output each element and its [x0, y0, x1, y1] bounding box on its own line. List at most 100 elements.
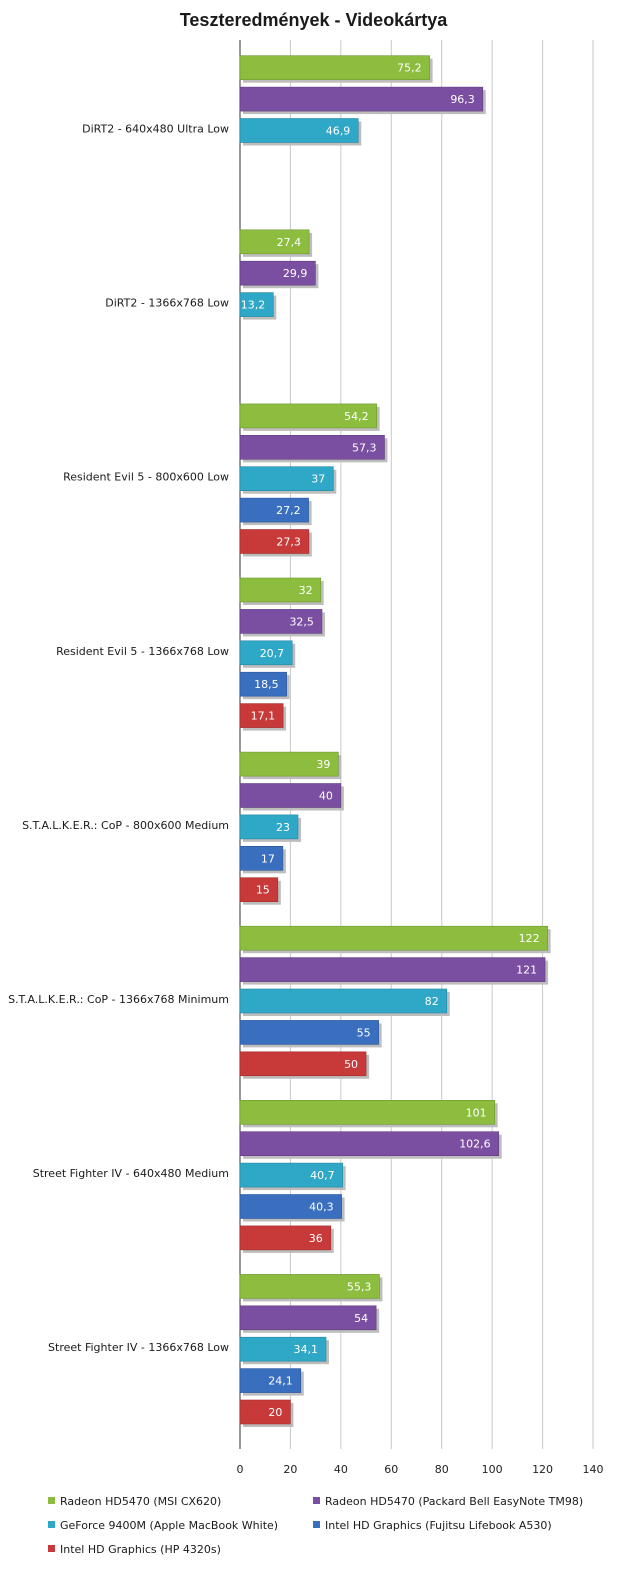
legend-item-s2: GeForce 9400M (Apple MacBook White) — [48, 1519, 278, 1532]
bar-value-label: 18,5 — [254, 678, 279, 691]
bar-value-label: 34,1 — [293, 1343, 318, 1356]
legend-label: Radeon HD5470 (Packard Bell EasyNote TM9… — [325, 1495, 584, 1508]
bar — [239, 877, 279, 903]
bar-value-label: 122 — [519, 932, 540, 945]
legend-label: Radeon HD5470 (MSI CX620) — [60, 1495, 222, 1508]
bar-value-label: 54 — [354, 1312, 368, 1325]
bar-value-label: 82 — [425, 995, 439, 1008]
bar-value-label: 121 — [516, 964, 537, 977]
category-label: DiRT2 - 640x480 Ultra Low — [82, 123, 229, 136]
bar — [239, 118, 359, 143]
bar — [239, 1162, 343, 1188]
legend-swatch — [48, 1545, 55, 1552]
bar-value-label: 13,2 — [241, 299, 266, 312]
bar — [239, 1020, 379, 1045]
legend-label: GeForce 9400M (Apple MacBook White) — [60, 1519, 279, 1532]
bar — [239, 1131, 499, 1156]
bar — [239, 497, 309, 523]
x-tick-label: 60 — [384, 1463, 398, 1476]
bar-value-label: 40 — [319, 790, 333, 803]
legend-item-s0: Radeon HD5470 (MSI CX620) — [48, 1495, 221, 1508]
bar-value-label: 57,3 — [352, 441, 377, 454]
bar-value-label: 54,2 — [344, 410, 369, 423]
bar-value-label: 36 — [309, 1232, 323, 1245]
bar-value-label: 40,3 — [309, 1201, 334, 1214]
bar — [239, 925, 548, 951]
category-label: S.T.A.L.K.E.R.: CoP - 1366x768 Minimum — [8, 993, 229, 1006]
bar-value-label: 39 — [316, 758, 330, 771]
bar-value-label: 27,3 — [276, 536, 301, 549]
legend-swatch — [313, 1497, 320, 1504]
bar — [239, 1305, 377, 1331]
x-tick-label: 80 — [435, 1463, 449, 1476]
bar-value-label: 55 — [357, 1026, 371, 1039]
x-tick-label: 40 — [334, 1463, 348, 1476]
bar — [239, 1225, 332, 1251]
category-label: Street Fighter IV - 1366x768 Low — [48, 1341, 229, 1354]
bar-value-label: 24,1 — [268, 1375, 293, 1388]
bar-value-label: 32,5 — [289, 615, 314, 628]
legend-label: Intel HD Graphics (Fujitsu Lifebook A530… — [325, 1519, 552, 1532]
x-tick-label: 120 — [532, 1463, 553, 1476]
bar-value-label: 102,6 — [459, 1138, 491, 1151]
bar — [239, 640, 293, 666]
category-label: Resident Evil 5 - 800x600 Low — [63, 471, 229, 484]
legend-swatch — [48, 1497, 55, 1504]
legend-item-s1: Radeon HD5470 (Packard Bell EasyNote TM9… — [313, 1495, 583, 1508]
bar — [239, 292, 274, 317]
bar — [239, 609, 323, 634]
bar-value-label: 15 — [256, 884, 270, 897]
x-tick-label: 140 — [583, 1463, 604, 1476]
bar — [239, 957, 546, 982]
bar — [239, 434, 385, 460]
chart-title: Teszteredmények - Videokártya — [179, 10, 448, 30]
bar — [239, 1274, 380, 1299]
bar-value-label: 20 — [268, 1406, 282, 1419]
bar — [239, 703, 284, 728]
legend-swatch — [48, 1521, 55, 1528]
category-label: DiRT2 - 1366x768 Low — [105, 297, 229, 310]
bar-value-label: 17 — [261, 852, 275, 865]
bar — [239, 1051, 367, 1077]
category-label: S.T.A.L.K.E.R.: CoP - 800x600 Medium — [22, 819, 229, 832]
category-label: Street Fighter IV - 640x480 Medium — [33, 1167, 229, 1180]
bar — [239, 229, 310, 255]
bar — [239, 1194, 342, 1219]
legend-item-s3: Intel HD Graphics (Fujitsu Lifebook A530… — [313, 1519, 552, 1532]
bar-value-label: 75,2 — [397, 62, 422, 75]
bar-value-label: 27,2 — [276, 504, 301, 517]
bar — [239, 671, 287, 697]
bar-value-label: 32 — [299, 584, 313, 597]
bar-value-label: 101 — [466, 1106, 487, 1119]
bar — [239, 403, 377, 429]
x-tick-label: 20 — [283, 1463, 297, 1476]
bar — [239, 751, 339, 777]
bar-value-label: 17,1 — [251, 710, 276, 723]
bar — [239, 260, 316, 286]
bar-value-label: 37 — [311, 473, 325, 486]
bar-value-label: 27,4 — [277, 236, 302, 249]
bar — [239, 1399, 291, 1425]
bar-value-label: 50 — [344, 1058, 358, 1071]
bar — [239, 577, 321, 603]
bar-value-label: 23 — [276, 821, 290, 834]
bar — [239, 814, 299, 840]
bar — [239, 988, 448, 1014]
bar — [239, 466, 334, 492]
bar — [239, 1368, 302, 1393]
bar — [239, 55, 430, 81]
legend-label: Intel HD Graphics (HP 4320s) — [60, 1543, 221, 1556]
bar — [239, 1100, 495, 1125]
category-label: Resident Evil 5 - 1366x768 Low — [56, 645, 229, 658]
bar-value-label: 20,7 — [260, 647, 285, 660]
legend-item-s4: Intel HD Graphics (HP 4320s) — [48, 1543, 221, 1556]
x-tick-label: 100 — [482, 1463, 503, 1476]
bar-value-label: 40,7 — [310, 1169, 335, 1182]
bar — [239, 529, 310, 554]
bar-value-label: 29,9 — [283, 267, 308, 280]
x-tick-label: 0 — [237, 1463, 244, 1476]
bar — [239, 86, 484, 112]
bar — [239, 783, 342, 808]
bar — [239, 1336, 327, 1362]
